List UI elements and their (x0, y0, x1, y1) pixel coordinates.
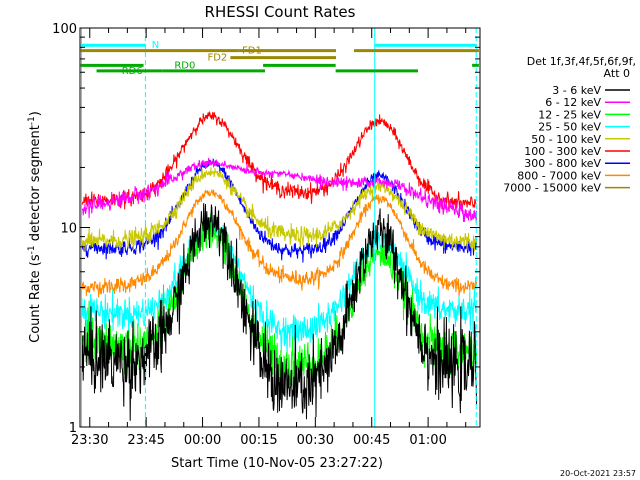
chart-title: RHESSI Count Rates (205, 3, 356, 21)
x-tick-label: 00:15 (240, 433, 277, 448)
x-axis-label: Start Time (10-Nov-05 23:27:22) (171, 456, 383, 471)
series-line-3-6-kev (81, 203, 478, 421)
x-tick-label: 23:45 (127, 433, 164, 448)
x-tick-label: 23:30 (71, 433, 108, 448)
legend-title-line-2: Att 0 (604, 67, 630, 80)
series-layer (81, 110, 478, 421)
series-line-800-7000-kev (81, 189, 478, 298)
legend-label: 3 - 6 keV (552, 84, 601, 97)
y-tick-label: 1 (69, 421, 77, 436)
legend-label: 25 - 50 keV (538, 121, 601, 134)
series-line-25-50-kev (81, 217, 478, 357)
x-tick-label: 00:00 (184, 433, 221, 448)
flag-label-rd6: RD6 (122, 66, 143, 77)
flag-bars: N FD1 FD2 RD0 RD6 (80, 40, 479, 77)
x-tick-label: 01:00 (409, 433, 446, 448)
flag-label-n: N (152, 40, 159, 51)
y-tick-label: 10 (60, 222, 77, 237)
flag-label-fd1: FD1 (242, 46, 262, 57)
timestamp: 20-Oct-2021 23:57 (560, 469, 636, 478)
flag-label-fd2: FD2 (207, 53, 227, 64)
legend-label: 800 - 7000 keV (517, 169, 601, 182)
series-line-50-100-kev (81, 167, 478, 252)
y-tick-label: 100 (52, 22, 77, 37)
legend-label: 12 - 25 keV (538, 108, 601, 121)
axes: 23:30 23:45 00:00 00:15 00:30 00:45 01:00 1 10 10… (52, 22, 480, 448)
legend-label: 50 - 100 keV (531, 133, 601, 146)
legend-label: 6 - 12 keV (545, 96, 601, 109)
legend: Det 1f,3f,4f,5f,6f,9f, Att 0 3 - 6 keV6 … (503, 55, 636, 195)
legend-label: 100 - 300 keV (524, 145, 601, 158)
legend-label: 7000 - 15000 keV (503, 182, 601, 195)
series-line-6-12-kev (81, 157, 478, 223)
series-line-100-300-kev (81, 110, 478, 212)
flag-label-rd0: RD0 (174, 60, 195, 71)
legend-label: 300 - 800 keV (524, 157, 601, 170)
x-tick-label: 00:45 (353, 433, 390, 448)
y-axis-label: Count Rate (s-1 detector segment-1) (27, 111, 43, 343)
x-tick-label: 00:30 (297, 433, 334, 448)
legend-title-line-1: Det 1f,3f,4f,5f,6f,9f, (527, 55, 636, 68)
